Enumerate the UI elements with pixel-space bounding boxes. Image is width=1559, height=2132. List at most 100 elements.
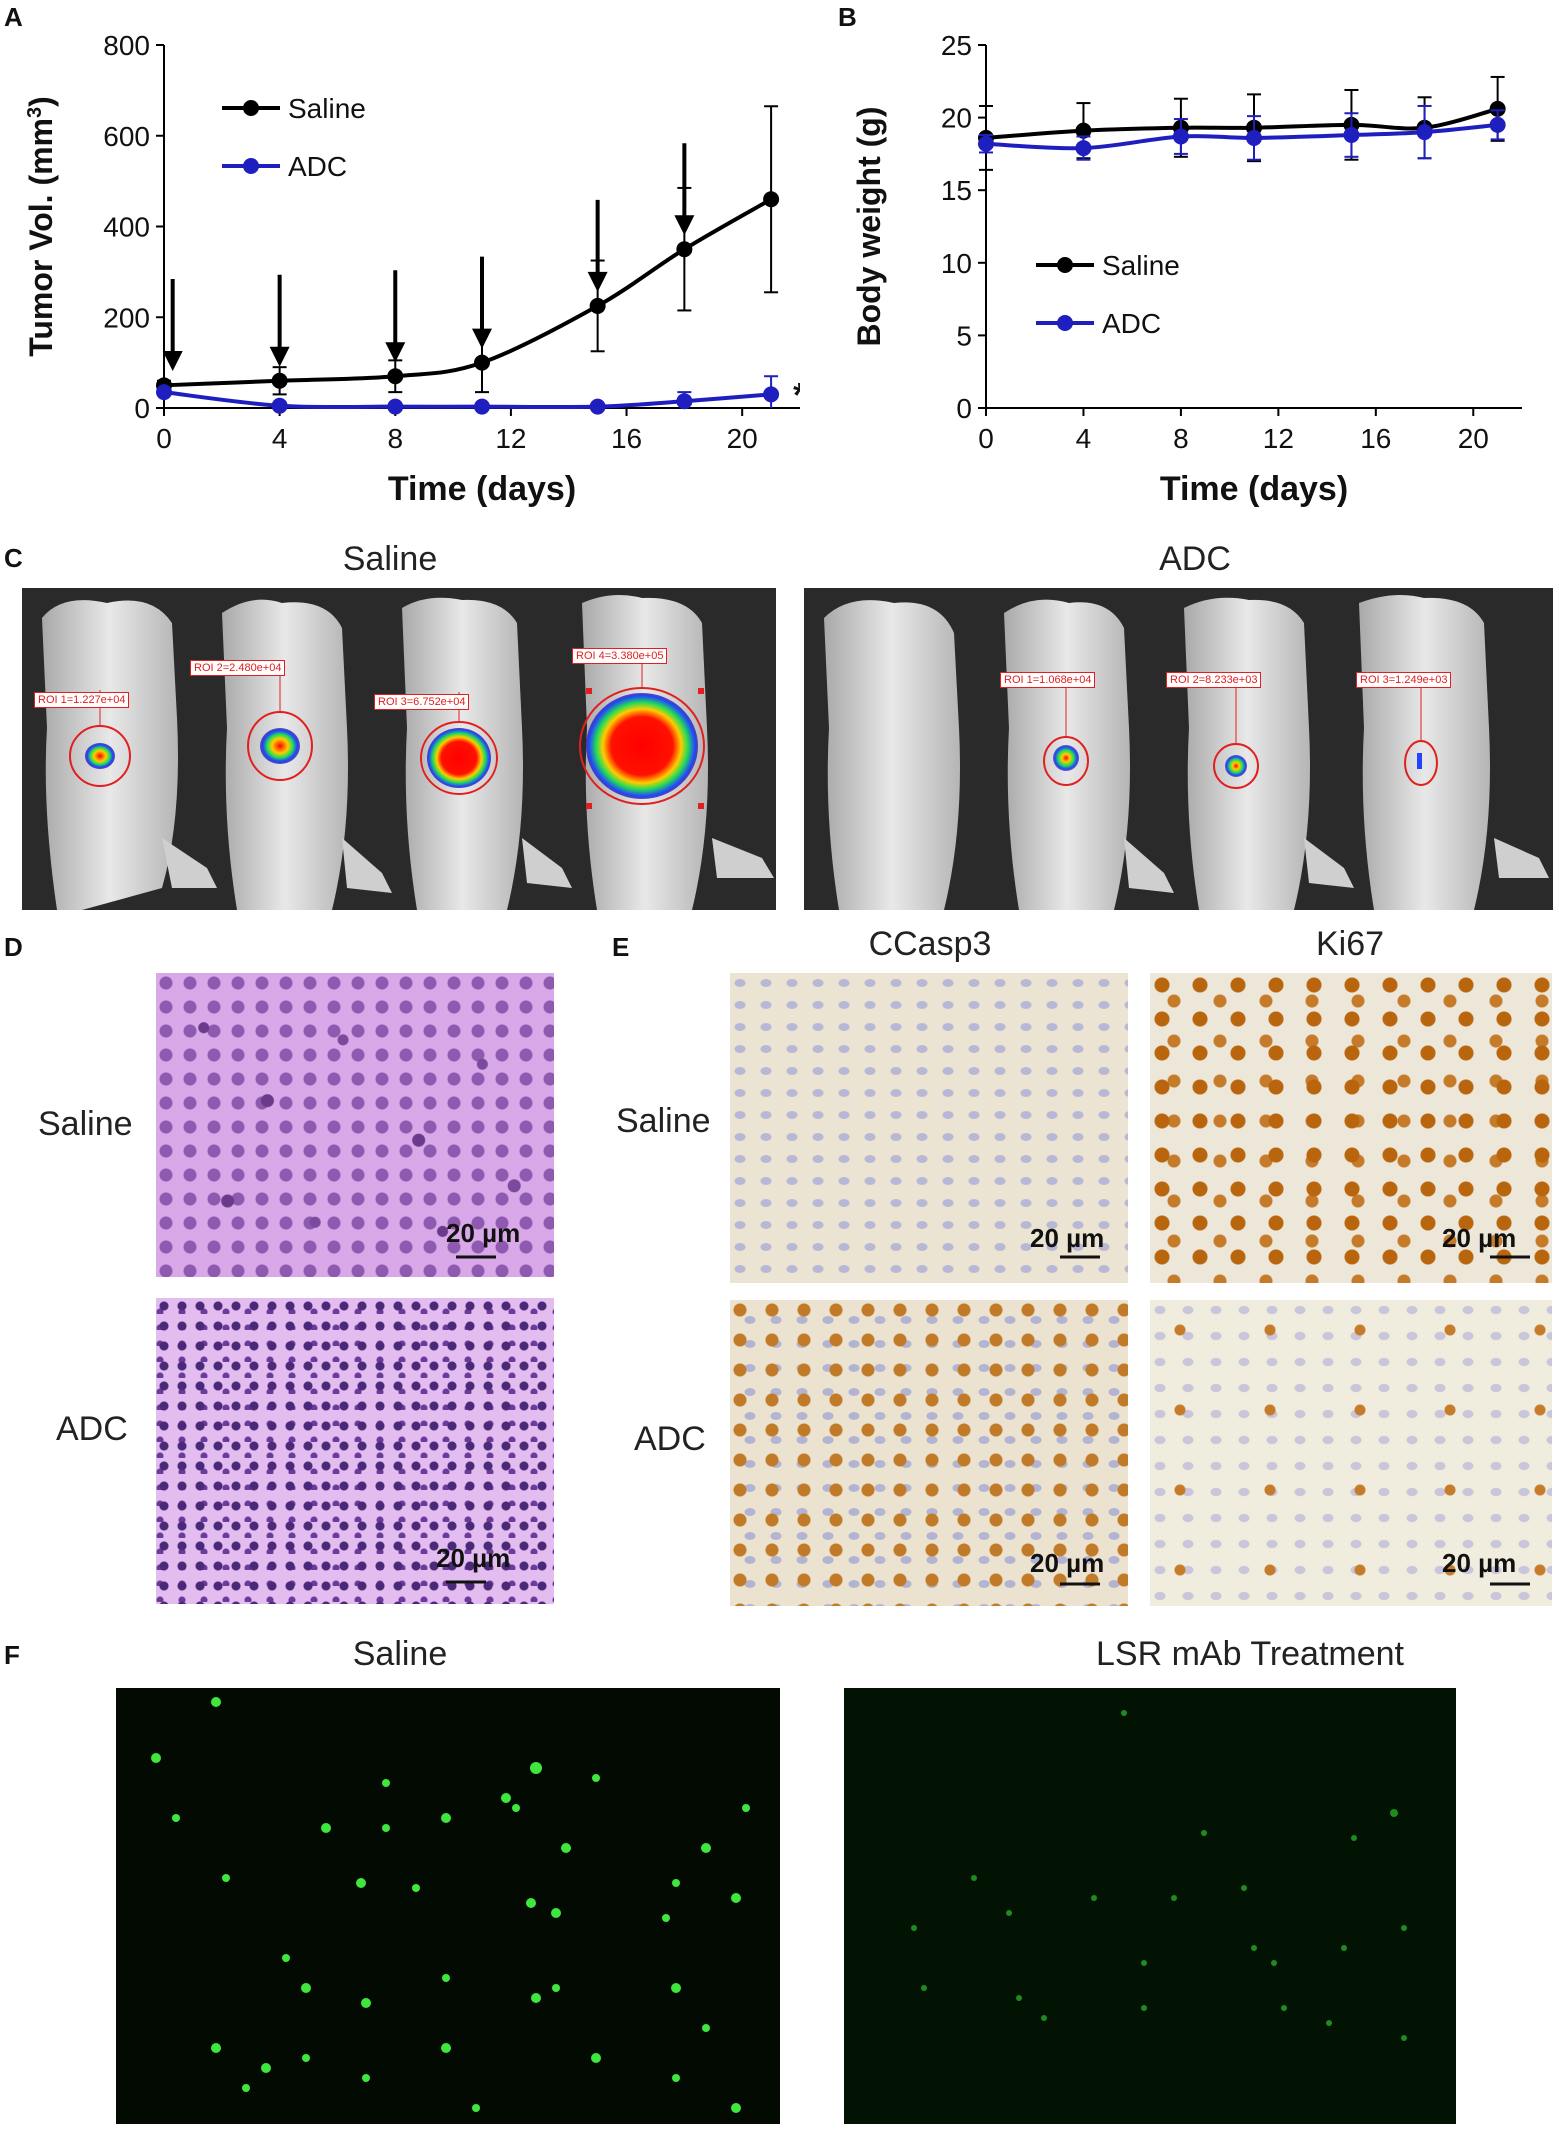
x-tick-label: 20 <box>727 423 758 454</box>
panel-f-saline-label: Saline <box>352 1635 448 1673</box>
panel-e-row-adc: ADC <box>634 1420 706 1458</box>
green-cells-illustration <box>151 1697 750 2113</box>
y-tick-label: 20 <box>941 103 972 134</box>
data-point <box>271 372 288 389</box>
y-axis-title: Tumor Vol. (mm3) <box>23 96 59 357</box>
panel-letter-c: C <box>4 543 23 573</box>
x-tick-label: 0 <box>156 423 172 454</box>
roi-label: ROI 2=2.480e+04 <box>190 660 286 676</box>
roi-label: ROI 3=1.249e+03 <box>1356 672 1452 688</box>
data-point <box>1489 116 1506 133</box>
panel-letter-f: F <box>4 1640 20 1670</box>
y-tick-label: 800 <box>103 30 150 61</box>
ihc-ccasp3-adc-image: 20 µm <box>730 1300 1128 1606</box>
chart-b-body-weight: 0 4 8 12 16 20 0 5 10 15 20 25 Time (days) Body weigh… <box>851 30 1522 508</box>
panel-letter-b: B <box>838 2 857 32</box>
data-point <box>676 393 693 410</box>
data-point <box>1343 127 1360 144</box>
y-tick-label: 5 <box>956 320 972 351</box>
he-adc-image: 20 µm <box>156 1298 554 1604</box>
series-saline <box>978 75 1506 171</box>
ihc-ccasp3-saline-image: 20 µm <box>730 973 1128 1283</box>
data-point <box>387 368 404 385</box>
legend-marker <box>1057 315 1073 331</box>
data-point <box>156 384 172 401</box>
roi-label: ROI 2=8.233e+03 <box>1166 672 1262 688</box>
y-tick-label: 600 <box>103 121 150 152</box>
panel-d-row-adc: ADC <box>56 1410 128 1448</box>
panel-d-row-saline: Saline <box>38 1105 133 1143</box>
data-point <box>763 191 780 208</box>
green-cells-illustration-dim <box>911 1710 1407 2041</box>
scale-bar-label: 20 µm <box>1442 1548 1517 1578</box>
panel-c-adc-image: ROI 1=1.068e+04 ROI 2=8.233e+03 ROI 3=1.… <box>804 588 1553 910</box>
scale-bar-label: 20 µm <box>436 1543 511 1573</box>
y-tick-label: 400 <box>103 212 150 243</box>
data-point <box>474 398 490 415</box>
adc-mice-illustration <box>824 594 1549 910</box>
data-point <box>1075 122 1092 139</box>
saline-mice-illustration <box>42 594 774 910</box>
data-point <box>978 135 994 152</box>
legend-marker <box>243 100 259 116</box>
series-line <box>163 197 773 388</box>
scale-bar <box>1490 1255 1530 1259</box>
series-adc <box>978 104 1506 161</box>
data-point <box>676 241 693 258</box>
y-tick-label: 0 <box>956 393 972 424</box>
dose-arrow-head <box>674 215 695 236</box>
panel-letter-e: E <box>612 932 630 962</box>
y-tick-label: 25 <box>941 30 972 61</box>
y-tick-label: 10 <box>941 248 972 279</box>
x-axis-title: Time (days) <box>388 470 576 508</box>
ihc-ki67-adc-image: 20 µm <box>1150 1300 1552 1606</box>
fluorescence-lsr-image <box>844 1688 1456 2124</box>
significance-marker: * <box>793 376 800 414</box>
x-tick-label: 16 <box>1360 423 1391 454</box>
roi-label: ROI 4=3.380e+05 <box>572 648 668 664</box>
legend-label: ADC <box>288 151 347 182</box>
ihc-ki67-saline-image: 20 µm <box>1150 973 1552 1283</box>
panel-e-col-ccasp3: CCasp3 <box>868 925 992 963</box>
y-tick-label: 0 <box>134 393 150 424</box>
x-tick-label: 8 <box>387 423 403 454</box>
panel-letter-a: A <box>4 2 23 32</box>
panel-c-saline-image: ROI 1=1.227e+04 ROI 2=2.480e+04 ROI 3=6.… <box>22 588 776 910</box>
data-point <box>271 397 288 414</box>
data-point <box>474 354 490 371</box>
legend-marker <box>243 158 259 174</box>
scale-bar-label: 20 µm <box>1030 1223 1105 1253</box>
scale-bar-label: 20 µm <box>1030 1548 1105 1578</box>
x-tick-label: 20 <box>1458 423 1489 454</box>
y-tick-label: 15 <box>941 175 972 206</box>
legend-label: ADC <box>1102 308 1161 339</box>
data-point <box>1075 140 1092 157</box>
scale-bar-label: 20 µm <box>1442 1223 1517 1253</box>
scale-bar <box>1060 1255 1100 1259</box>
data-point <box>1489 100 1506 117</box>
panel-c-adc-label: ADC <box>1159 540 1231 578</box>
scale-bar <box>1060 1582 1100 1586</box>
panel-e-row-saline: Saline <box>616 1102 711 1140</box>
dose-arrow-head <box>472 328 492 349</box>
x-tick-label: 12 <box>495 423 526 454</box>
data-point <box>1246 129 1262 146</box>
x-tick-label: 0 <box>978 423 994 454</box>
legend-label: Saline <box>1102 250 1180 281</box>
data-point <box>1416 124 1433 141</box>
he-saline-image: 20 µm <box>156 973 554 1277</box>
roi-label: ROI 1=1.068e+04 <box>1000 672 1096 688</box>
x-tick-label: 4 <box>1076 423 1092 454</box>
dose-arrow-head <box>385 342 406 363</box>
scale-bar <box>446 1580 486 1584</box>
x-tick-label: 4 <box>272 423 288 454</box>
x-axis-title: Time (days) <box>1160 470 1348 508</box>
fluorescence-saline-image <box>116 1688 780 2124</box>
scale-bar <box>1490 1582 1530 1586</box>
panel-e-col-ki67: Ki67 <box>1315 925 1385 963</box>
data-point <box>589 297 606 314</box>
dose-arrow-head <box>587 271 608 292</box>
dose-arrow-head <box>269 346 290 367</box>
data-point <box>589 398 606 415</box>
